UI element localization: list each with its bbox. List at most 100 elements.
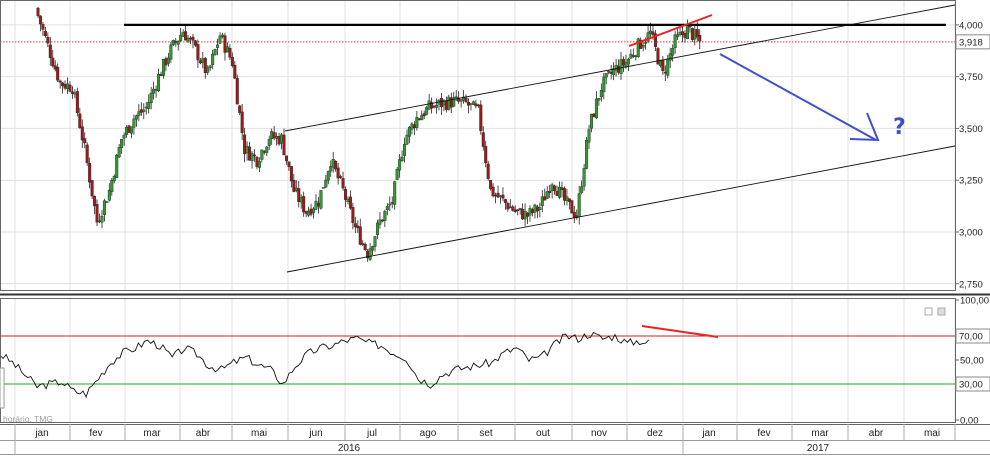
candle [427, 94, 431, 110]
candle-body [651, 31, 655, 36]
candle [117, 144, 121, 158]
candle-body [378, 219, 382, 225]
candle [216, 38, 220, 56]
candle-body [439, 98, 443, 108]
oscillator-line [0, 331, 650, 399]
candle-body [484, 146, 488, 164]
candle-body [678, 31, 682, 35]
candle [553, 184, 557, 195]
candle [582, 163, 586, 191]
candle [653, 29, 657, 52]
candle-body [494, 194, 498, 197]
candle [467, 98, 471, 114]
candle-body [516, 209, 520, 212]
candle-body [577, 193, 581, 217]
candle [481, 126, 485, 151]
candle-body [95, 204, 99, 223]
candle [203, 57, 207, 79]
candle [388, 196, 392, 212]
candle-body [649, 30, 653, 34]
candle [417, 117, 421, 121]
price-tick-label: 4,000 [959, 20, 983, 31]
candle-body [344, 188, 348, 200]
candle [668, 47, 672, 68]
candle [252, 149, 256, 162]
candle-body [385, 205, 389, 211]
month-label: mar [143, 428, 161, 439]
candle [353, 216, 357, 234]
candle-body [444, 101, 448, 110]
candle-body [319, 190, 323, 209]
candle-body [363, 244, 367, 250]
candle [558, 181, 562, 200]
candle [171, 39, 175, 46]
candle-body [164, 58, 168, 66]
candle [134, 114, 138, 127]
candle [469, 103, 473, 111]
candle [530, 207, 534, 217]
candle-body [513, 209, 517, 212]
candle [484, 140, 488, 168]
candle [63, 80, 67, 91]
grid-lines [0, 0, 956, 422]
price-tick-label: 3,500 [959, 124, 983, 135]
candle-body [467, 101, 471, 106]
candle [56, 63, 60, 83]
candle [88, 157, 92, 189]
candle [432, 104, 436, 109]
month-label: jan [34, 428, 48, 439]
candle-body [326, 171, 330, 181]
candle-body [280, 134, 284, 144]
candle [494, 192, 498, 204]
candle [161, 58, 165, 79]
candle-body [238, 105, 242, 113]
candle [225, 42, 229, 53]
candle [346, 196, 350, 205]
candle [51, 50, 55, 68]
candle-body [324, 179, 328, 188]
candle-body [228, 48, 232, 58]
candle [661, 55, 665, 75]
candle [78, 107, 82, 129]
candle [395, 166, 399, 181]
candle-body [223, 35, 227, 53]
osc-upper-tag: 70,00 [959, 332, 983, 343]
candle [609, 64, 613, 80]
candle [444, 96, 448, 113]
candle-body [617, 65, 621, 73]
candle-body [38, 15, 42, 25]
candle-body [498, 195, 502, 198]
price-tick-label: 3,000 [959, 228, 983, 239]
candle [43, 26, 47, 38]
candle-body [496, 192, 500, 198]
candle [371, 245, 375, 256]
candle-body [245, 145, 249, 154]
candle-body [63, 84, 67, 89]
candle-body [565, 196, 569, 201]
candle-body [398, 159, 402, 171]
candle-body [272, 132, 276, 139]
candle-body [216, 44, 220, 48]
candle [543, 188, 547, 201]
candle [299, 194, 303, 209]
candle-body [149, 92, 153, 104]
candle-body [624, 61, 628, 67]
candle [316, 196, 320, 214]
candle-body [486, 163, 490, 179]
candle-body [435, 104, 439, 108]
candle [634, 54, 638, 61]
candle-body [196, 44, 200, 61]
candle-body [137, 111, 141, 116]
projection-arrow-head [849, 112, 880, 142]
candle [361, 240, 365, 246]
candle-body [530, 209, 534, 213]
candle [626, 57, 630, 72]
candle [528, 205, 532, 222]
candle [594, 91, 598, 120]
candle-body [491, 186, 495, 197]
candle-body [36, 7, 40, 17]
candle [255, 156, 259, 170]
candle-body [70, 91, 74, 94]
candle [186, 35, 190, 44]
candle [127, 125, 131, 134]
